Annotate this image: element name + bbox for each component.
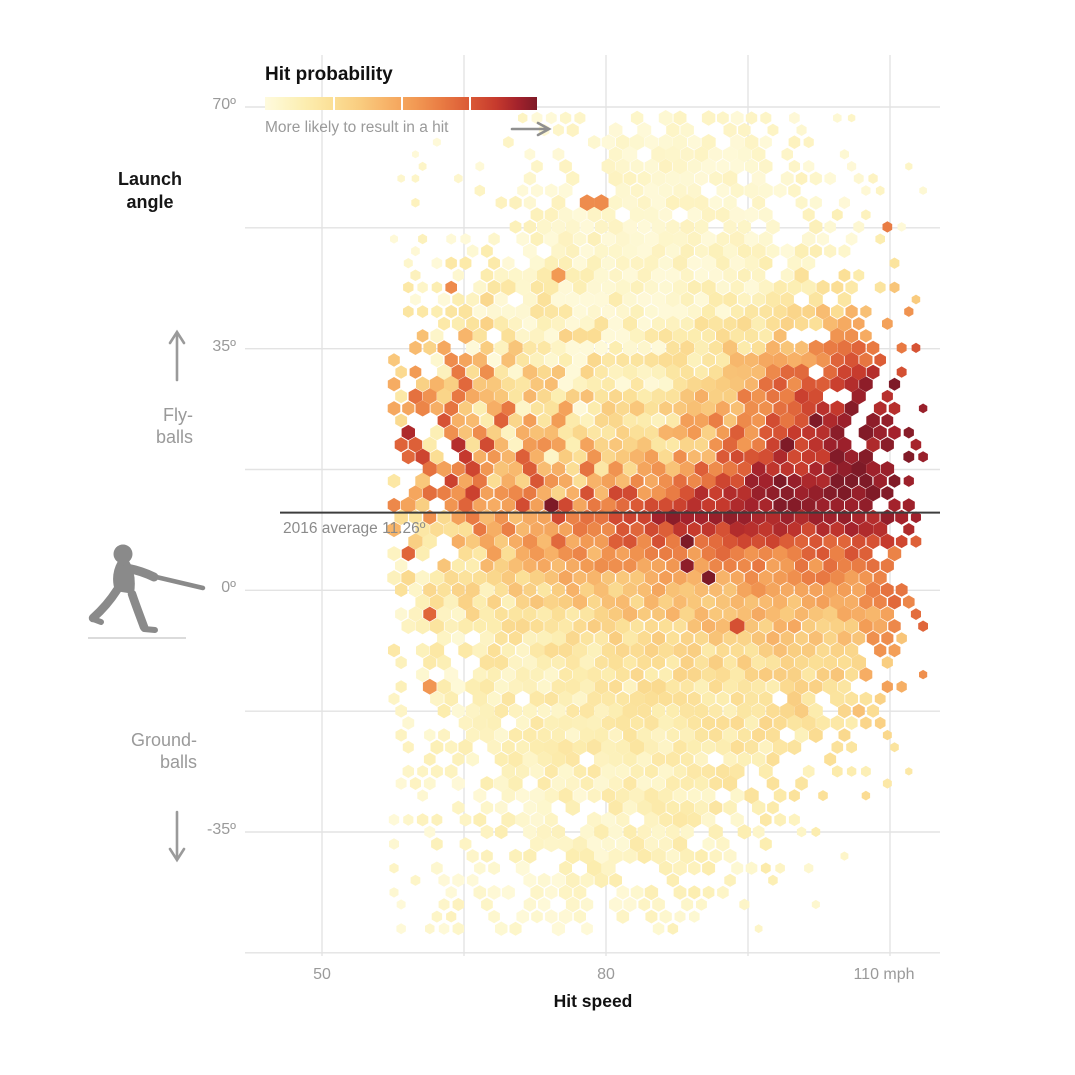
legend-bar-separator	[401, 97, 403, 110]
x-tick-110: 110 mph	[853, 966, 915, 983]
hexbin-layer	[387, 110, 928, 937]
y-tick-0: 0º	[221, 579, 236, 596]
fly-balls-label: Fly- balls	[155, 405, 193, 447]
legend-bar-separator	[333, 97, 335, 110]
x-tick-50: 50	[313, 966, 331, 983]
y-axis-title: Launch angle	[117, 169, 182, 212]
legend-arrow-icon	[510, 121, 552, 137]
y-tick-35: 35º	[212, 338, 236, 355]
y-tick-70: 70º	[212, 96, 236, 113]
legend-gradient-bar	[265, 97, 537, 110]
down-arrow-icon	[168, 810, 186, 863]
batter-icon	[88, 544, 206, 633]
average-line-label: 2016 average 11.26º	[283, 520, 426, 537]
up-arrow-icon	[168, 329, 186, 382]
x-axis-title: Hit speed	[553, 991, 633, 1011]
ground-balls-label: Ground- balls	[130, 730, 197, 772]
legend-caption: More likely to result in a hit	[265, 119, 449, 136]
y-tick-neg35: -35º	[207, 821, 236, 838]
legend-title: Hit probability	[265, 64, 393, 85]
legend-bar-separator	[469, 97, 471, 110]
x-tick-80: 80	[597, 966, 615, 983]
